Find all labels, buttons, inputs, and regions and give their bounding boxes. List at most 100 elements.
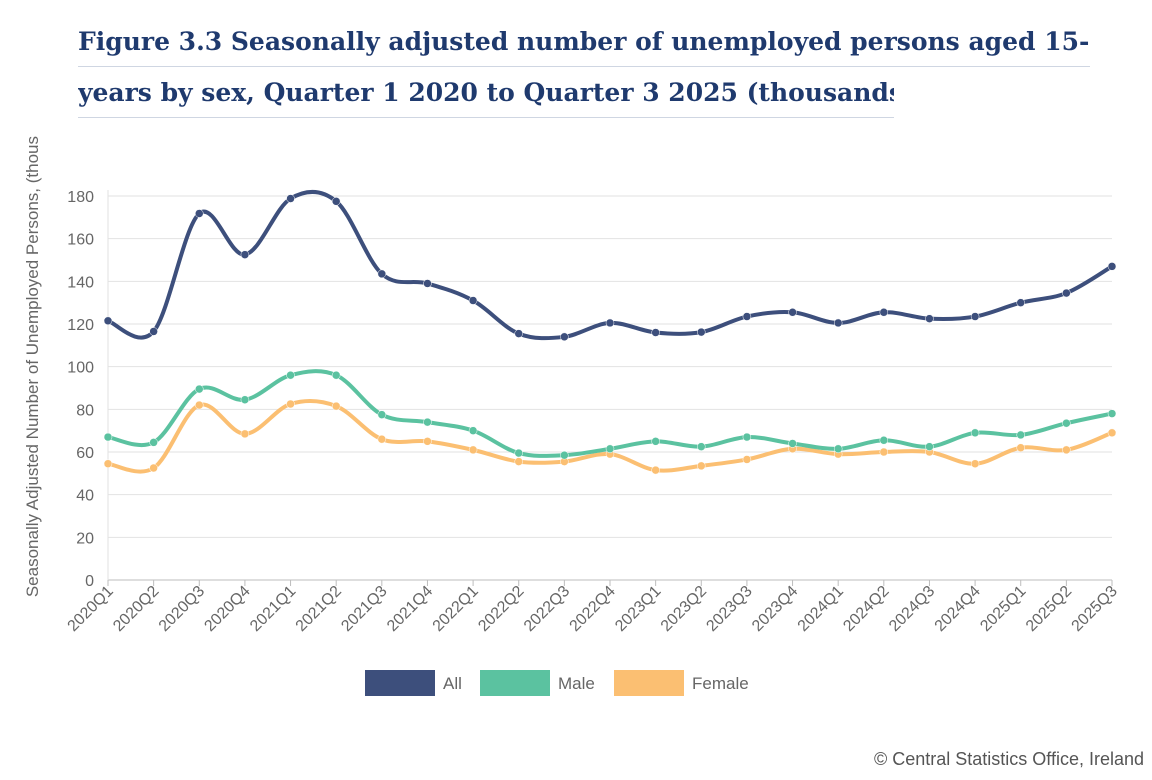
- point-male-2022q1[interactable]: [468, 426, 478, 435]
- x-tick-2022q1: 2022Q1: [430, 583, 482, 635]
- y-tick-labels: 0 20 40 60 80 100 120 140 160 180: [67, 189, 94, 590]
- point-female-2023q2[interactable]: [697, 461, 706, 471]
- x-tick-2024q4: 2024Q4: [932, 583, 984, 635]
- legend-item-all[interactable]: All: [365, 670, 462, 696]
- point-female-2022q1[interactable]: [468, 445, 478, 455]
- series-layer: [103, 189, 1117, 475]
- point-female-2020q3[interactable]: [195, 400, 204, 410]
- point-all-2021q1[interactable]: [286, 194, 295, 203]
- point-all-2023q2[interactable]: [697, 327, 706, 337]
- legend-label-female[interactable]: Female: [692, 674, 749, 693]
- legend-swatch-female[interactable]: [614, 670, 684, 696]
- point-all-2023q1[interactable]: [651, 328, 660, 337]
- point-female-2021q3[interactable]: [377, 434, 387, 444]
- y-tick-20: 20: [76, 530, 94, 547]
- point-female-2025q1[interactable]: [1016, 443, 1025, 452]
- point-female-2020q1[interactable]: [103, 459, 113, 468]
- point-male-2023q1[interactable]: [651, 437, 660, 446]
- point-all-2024q2[interactable]: [879, 308, 889, 317]
- point-all-2024q3[interactable]: [925, 314, 934, 323]
- x-tick-2020q4: 2020Q4: [201, 583, 253, 635]
- y-axis-label: Seasonally Adjusted Number of Unemployed…: [23, 136, 42, 597]
- point-male-2025q1[interactable]: [1016, 430, 1025, 440]
- point-male-2023q2[interactable]: [697, 442, 706, 451]
- point-male-2020q3[interactable]: [195, 384, 204, 394]
- point-male-2021q1[interactable]: [286, 370, 295, 380]
- legend-swatch-male[interactable]: [480, 670, 550, 696]
- point-all-2020q2[interactable]: [149, 327, 158, 336]
- chart-title: Figure 3.3 Seasonally adjusted number of…: [78, 22, 1090, 118]
- point-male-2022q2[interactable]: [514, 448, 523, 458]
- point-female-2021q1[interactable]: [286, 399, 295, 409]
- y-tick-60: 60: [76, 445, 94, 462]
- point-male-2024q4[interactable]: [970, 428, 980, 438]
- x-tick-2020q1: 2020Q1: [65, 583, 117, 635]
- point-female-2022q2[interactable]: [514, 457, 523, 466]
- point-all-2023q4[interactable]: [788, 308, 797, 317]
- point-all-2020q3[interactable]: [195, 209, 204, 218]
- point-female-2021q2[interactable]: [331, 401, 341, 411]
- x-tick-2021q2: 2021Q2: [293, 583, 345, 635]
- legend-label-male[interactable]: Male: [558, 674, 595, 693]
- y-tick-80: 80: [76, 402, 94, 419]
- point-female-2025q2[interactable]: [1062, 445, 1071, 455]
- point-all-2022q2[interactable]: [514, 329, 523, 338]
- legend-item-female[interactable]: Female: [614, 670, 749, 696]
- point-male-2020q1[interactable]: [103, 432, 113, 442]
- point-male-2021q2[interactable]: [331, 370, 341, 380]
- point-male-2024q1[interactable]: [833, 444, 843, 454]
- point-male-2021q4[interactable]: [423, 417, 432, 427]
- x-tick-labels: 2020Q12020Q22020Q32020Q42021Q12021Q22021…: [65, 580, 1121, 635]
- point-all-2020q1[interactable]: [103, 316, 113, 326]
- point-male-2022q4[interactable]: [605, 444, 615, 454]
- point-all-2025q3[interactable]: [1107, 262, 1117, 271]
- point-all-2022q4[interactable]: [605, 318, 615, 328]
- point-male-2025q2[interactable]: [1062, 418, 1071, 428]
- point-male-2024q2[interactable]: [879, 436, 889, 445]
- point-male-2024q3[interactable]: [925, 442, 934, 451]
- point-female-2024q4[interactable]: [970, 459, 980, 468]
- legend-item-male[interactable]: Male: [480, 670, 595, 696]
- x-tick-2020q3: 2020Q3: [156, 583, 208, 635]
- point-male-2020q4[interactable]: [240, 395, 250, 404]
- point-male-2023q4[interactable]: [788, 439, 797, 448]
- point-male-2023q3[interactable]: [742, 432, 752, 442]
- point-all-2021q4[interactable]: [423, 279, 432, 288]
- point-female-2020q2[interactable]: [149, 463, 158, 473]
- point-all-2025q2[interactable]: [1062, 288, 1071, 298]
- legend[interactable]: All Male Female: [365, 670, 749, 696]
- series-line-all: [106, 189, 1114, 341]
- point-male-2020q2[interactable]: [149, 438, 158, 447]
- x-tick-2024q2: 2024Q2: [840, 583, 892, 635]
- point-female-2023q3[interactable]: [742, 455, 752, 464]
- x-tick-2022q3: 2022Q3: [521, 583, 573, 635]
- y-tick-140: 140: [67, 274, 94, 291]
- point-all-2024q4[interactable]: [970, 312, 980, 321]
- y-tick-180: 180: [67, 189, 94, 206]
- copyright-credit: © Central Statistics Office, Ireland: [873, 749, 1144, 769]
- x-tick-2025q3: 2025Q3: [1069, 583, 1121, 635]
- point-all-2021q3[interactable]: [377, 269, 387, 279]
- legend-swatch-all[interactable]: [365, 670, 435, 696]
- point-all-2022q1[interactable]: [468, 296, 478, 305]
- point-female-2024q2[interactable]: [879, 447, 889, 457]
- x-tick-2025q1: 2025Q1: [977, 583, 1029, 635]
- axes: [107, 190, 1112, 581]
- point-all-2025q1[interactable]: [1016, 298, 1025, 307]
- point-female-2025q3[interactable]: [1107, 428, 1117, 438]
- point-all-2021q2[interactable]: [331, 197, 341, 206]
- x-tick-2025q2: 2025Q2: [1023, 583, 1075, 635]
- point-female-2021q4[interactable]: [423, 437, 432, 446]
- point-all-2024q1[interactable]: [833, 318, 843, 328]
- legend-label-all[interactable]: All: [443, 674, 462, 693]
- point-male-2022q3[interactable]: [560, 450, 569, 460]
- point-male-2025q3[interactable]: [1107, 409, 1117, 418]
- point-male-2021q3[interactable]: [377, 410, 387, 419]
- series-male: [103, 369, 1117, 460]
- point-all-2023q3[interactable]: [742, 312, 752, 321]
- point-all-2022q3[interactable]: [560, 332, 569, 342]
- point-female-2023q1[interactable]: [651, 465, 660, 475]
- point-female-2020q4[interactable]: [240, 429, 250, 439]
- x-tick-2023q2: 2023Q2: [658, 583, 710, 635]
- point-all-2020q4[interactable]: [240, 250, 250, 259]
